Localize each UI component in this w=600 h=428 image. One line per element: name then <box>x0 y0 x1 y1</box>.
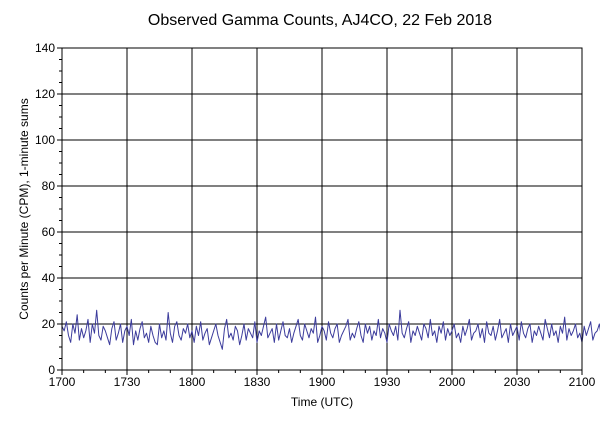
y-axis-label: Counts per Minute (CPM), 1-minute sums <box>17 98 31 319</box>
tick-marks <box>57 47 583 375</box>
x-tick-label: 1730 <box>114 375 141 389</box>
x-tick-label: 1800 <box>179 375 206 389</box>
y-tick-label: 20 <box>42 317 56 331</box>
x-tick-label: 2000 <box>439 375 466 389</box>
series-layer <box>61 309 600 350</box>
y-tick-label: 0 <box>48 363 55 377</box>
y-tick-label: 120 <box>35 87 55 101</box>
y-tick-labels: 0 20 40 60 80 100 120 140 <box>35 41 55 377</box>
y-tick-label: 40 <box>42 271 56 285</box>
x-tick-label: 2100 <box>569 375 596 389</box>
x-axis-label: Time (UTC) <box>291 395 353 409</box>
y-tick-label: 60 <box>42 225 56 239</box>
y-tick-label: 100 <box>35 133 55 147</box>
x-tick-label: 1830 <box>244 375 271 389</box>
x-tick-label: 1930 <box>374 375 401 389</box>
y-tick-label: 140 <box>35 41 55 55</box>
x-tick-labels: 1700 1730 1800 1830 1900 1930 2000 2030 2100 <box>49 375 596 389</box>
x-tick-label: 1900 <box>309 375 336 389</box>
y-tick-label: 80 <box>42 179 56 193</box>
chart-title: Observed Gamma Counts, AJ4CO, 22 Feb 201… <box>148 12 492 29</box>
series-line <box>61 309 600 350</box>
grid-lines <box>62 48 582 370</box>
x-tick-label: 1700 <box>49 375 76 389</box>
x-tick-label: 2030 <box>504 375 531 389</box>
